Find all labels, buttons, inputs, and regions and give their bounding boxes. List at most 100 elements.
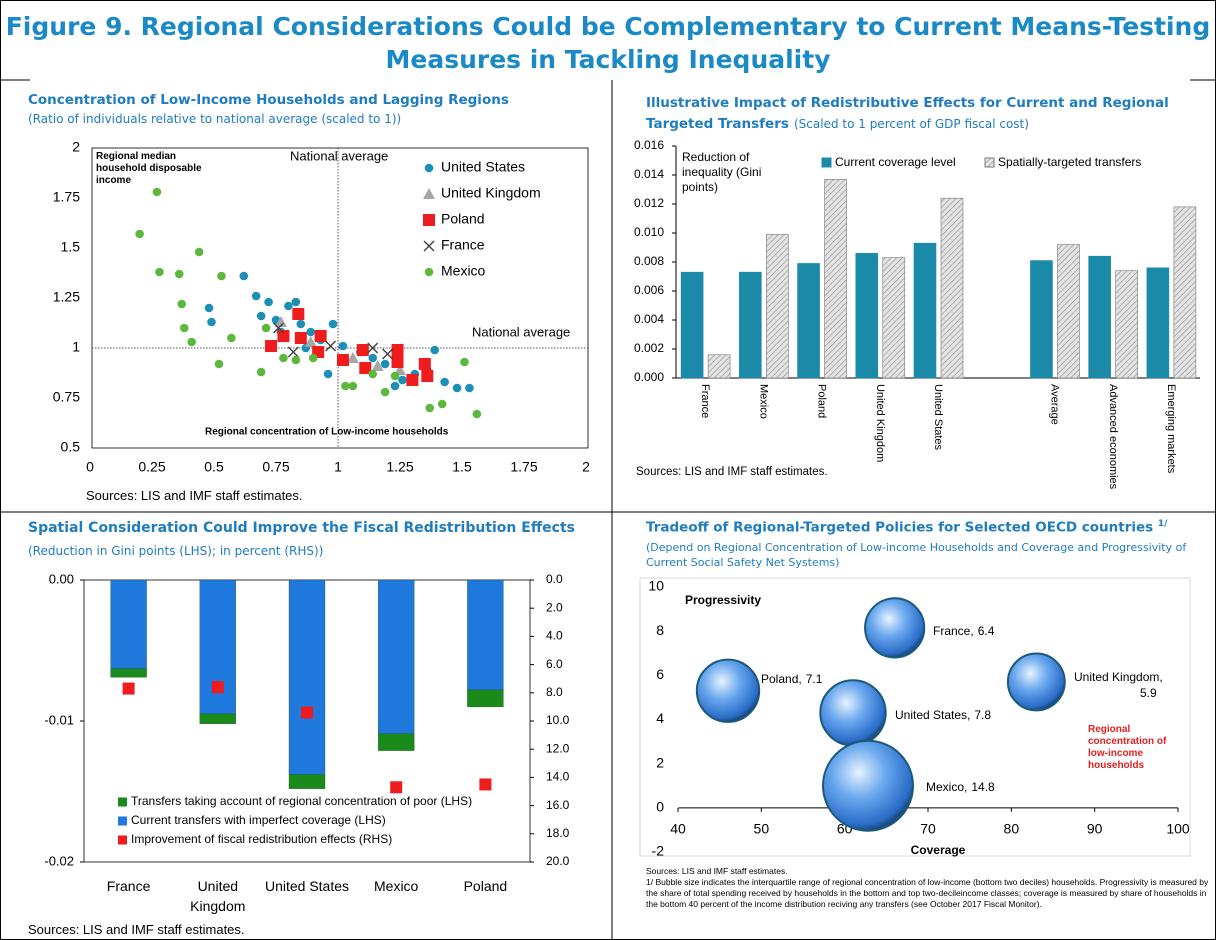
annotation: National average xyxy=(472,324,570,339)
x-tick-label: 0.25 xyxy=(138,459,165,475)
bar-segment xyxy=(378,733,415,751)
x-tick-label: 2 xyxy=(582,459,590,475)
y-tick-label: 0.014 xyxy=(634,167,664,181)
y-tick-label: 0.75 xyxy=(53,389,80,405)
point xyxy=(359,362,372,374)
y2-tick-label: 2.0 xyxy=(546,600,563,614)
point xyxy=(306,327,316,337)
bar-segment xyxy=(288,774,326,789)
x-tick-label: France xyxy=(106,878,151,894)
point xyxy=(187,337,196,347)
bubble xyxy=(864,597,926,659)
point xyxy=(390,371,400,381)
x-tick-label: Poland xyxy=(816,384,828,418)
y-tick-label: 1 xyxy=(72,339,80,355)
point xyxy=(368,353,378,363)
x-tick-label: United Kingdom xyxy=(190,878,246,914)
y-tick-label: 0.010 xyxy=(634,225,664,239)
y-tick-label: 0.004 xyxy=(634,312,664,326)
point xyxy=(390,781,403,794)
point xyxy=(328,319,338,329)
x-tick-label: United States xyxy=(932,384,944,451)
point xyxy=(279,353,288,363)
panel-title: Spatial Consideration Could Improve the … xyxy=(28,520,575,536)
y-tick-label: 0 xyxy=(656,799,664,815)
bar-segment xyxy=(467,689,504,708)
point xyxy=(122,682,135,695)
legend-label: Current transfers with imperfect coverag… xyxy=(131,813,386,827)
x-tick-label: 90 xyxy=(1087,821,1103,837)
x-tick-label: Mexico xyxy=(757,384,769,419)
point xyxy=(177,299,187,309)
x-tick-label: Poland xyxy=(463,878,508,894)
legend-marker xyxy=(118,835,127,845)
legend-marker xyxy=(118,797,127,807)
y-tick-label: 1.25 xyxy=(53,289,80,305)
point xyxy=(406,374,419,386)
point xyxy=(323,369,333,379)
point xyxy=(371,360,384,371)
bubble-label: United Kingdom, xyxy=(1074,670,1163,684)
y2-tick-label: 20.0 xyxy=(546,854,570,868)
legend-label: Spatially-targeted transfers xyxy=(998,155,1141,169)
point xyxy=(380,359,390,369)
y2-tick-label: 6.0 xyxy=(546,657,563,671)
point xyxy=(341,381,350,391)
point xyxy=(239,271,249,281)
point xyxy=(418,358,431,370)
y-tick-label: 1.75 xyxy=(53,189,80,205)
point xyxy=(440,377,449,387)
point xyxy=(425,403,435,413)
y2-tick-label: 18.0 xyxy=(546,826,570,840)
point xyxy=(398,375,407,385)
annotation: Regional concentration of Low-income hou… xyxy=(205,427,449,438)
x-tick-label: United Kingdom xyxy=(874,384,886,462)
plot-area xyxy=(91,147,589,449)
y-tick-label: 0.012 xyxy=(634,196,664,210)
x-tick-label: 80 xyxy=(1004,821,1020,837)
bar xyxy=(766,234,789,379)
point xyxy=(207,317,216,327)
bar xyxy=(824,179,847,379)
y-tick-label: 1.5 xyxy=(61,239,81,255)
point xyxy=(338,341,348,351)
legend-marker xyxy=(821,157,832,168)
x-tick-label: 70 xyxy=(920,821,936,837)
y-tick-label: 2 xyxy=(656,754,664,770)
bar xyxy=(855,253,879,379)
panel-subtitle: (Reduction in Gini points (LHS); in perc… xyxy=(28,544,324,558)
bar xyxy=(940,197,964,379)
bar xyxy=(882,257,906,379)
legend-marker xyxy=(984,157,995,168)
legend-marker xyxy=(423,240,435,252)
point xyxy=(251,291,261,301)
panel-heading: Illustrative Impact of Redistributive Ef… xyxy=(646,92,1186,134)
point xyxy=(367,342,379,354)
x-tick-label: France xyxy=(699,384,711,418)
panel-subtitle: (Ratio of individuals relative to nation… xyxy=(28,112,402,126)
bar-segment xyxy=(378,579,415,734)
point xyxy=(356,344,369,356)
bubble-value: 7.1 xyxy=(806,672,823,686)
point xyxy=(292,308,305,320)
legend-label: United States xyxy=(441,159,525,175)
legend-label: Mexico xyxy=(441,263,486,279)
legend-marker xyxy=(423,214,435,226)
point xyxy=(368,369,378,379)
bar xyxy=(1088,255,1111,379)
panel-title: Tradeoff of Regional-Targeted Policies f… xyxy=(646,519,1154,536)
legend-marker xyxy=(118,816,127,826)
x-tick-label: Emerging markets xyxy=(1165,384,1177,474)
source: Sources: LIS and IMF staff estimates. xyxy=(636,466,828,478)
bubble-label: United States, xyxy=(895,708,970,722)
point xyxy=(274,316,287,327)
annotation: Regional concentration of low-income hou… xyxy=(1088,724,1167,771)
bubble xyxy=(1006,652,1066,712)
point xyxy=(479,778,492,791)
y-tick-label: 0.006 xyxy=(634,283,664,297)
legend-marker xyxy=(424,163,434,173)
x-tick-label: 40 xyxy=(670,821,686,837)
point xyxy=(217,271,226,281)
point xyxy=(155,267,164,277)
